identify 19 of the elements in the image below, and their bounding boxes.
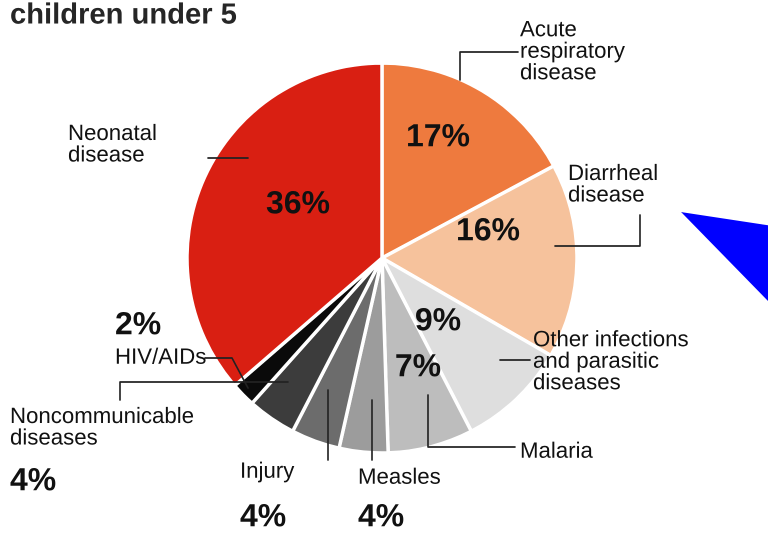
data-label: 9% (416, 308, 460, 331)
data-label: 4% (358, 504, 404, 527)
slice-label: Diarrheal disease (568, 164, 657, 202)
slice-label: Measles (360, 468, 440, 484)
slice-label: Noncommunicable diseases (10, 406, 194, 445)
slice-label: Acute respiratory disease (520, 20, 625, 80)
data-label: 7% (396, 354, 440, 377)
data-label: 36% (266, 190, 330, 214)
slice-label: Other infections and parasitic diseases (534, 330, 688, 390)
data-label: 2% (116, 312, 160, 335)
data-label: 16% (458, 218, 520, 241)
slice-label: Injury (242, 462, 294, 482)
data-label: 17% (408, 124, 470, 147)
chart-title: children under 5 (11, 2, 236, 24)
data-label: 4% (10, 468, 56, 491)
slice-label: HIV/AIDs (116, 348, 206, 364)
data-label: 4% (240, 504, 286, 527)
slice-label: Malaria (522, 442, 593, 458)
slice-label: Neonatal disease (68, 124, 156, 162)
